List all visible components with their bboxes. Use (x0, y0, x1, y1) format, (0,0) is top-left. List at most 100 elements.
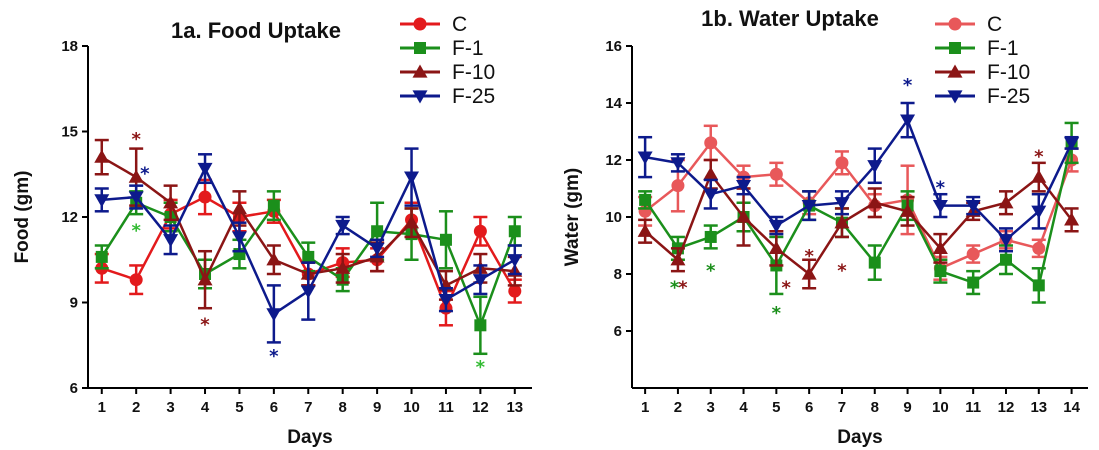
chart-1-data-point (300, 285, 316, 299)
chart-2-data-point (670, 252, 686, 266)
chart-2-data-point (834, 215, 850, 229)
chart-2-y-tick-label: 16 (605, 38, 622, 55)
chart-2-data-point (704, 230, 717, 243)
chart-2-y-tick-label: 6 (614, 323, 622, 340)
chart-1-x-tick-label: 7 (304, 399, 312, 416)
chart-2-legend-entry: C (935, 13, 1002, 36)
chart-2-data-point (900, 114, 916, 128)
chart-2-data-point (932, 199, 948, 214)
chart-1-y-tick-label: 12 (61, 209, 78, 226)
chart-2-data-point (768, 219, 784, 234)
chart-2-significance-star: * (1034, 146, 1044, 167)
chart-1-data-point (231, 231, 247, 245)
chart-2-data-point (736, 180, 752, 194)
chart-2-legend-label: C (987, 13, 1002, 36)
chart-1-y-tick-label: 6 (70, 380, 78, 397)
chart-2-series-C (638, 124, 1079, 281)
chart-2-significance-star: * (837, 260, 847, 281)
chart-2-legend-label: F-1 (987, 37, 1019, 60)
chart-2-data-point (801, 266, 817, 280)
chart-1-data-point (266, 252, 282, 266)
chart-1-data-point (198, 190, 212, 204)
chart-1-y-axis-label: Food (gm) (12, 171, 33, 264)
chart-2-title: 1b. Water Uptake (701, 6, 879, 31)
chart-1-x-tick-label: 2 (132, 399, 140, 416)
chart-1-data-point (302, 250, 315, 263)
chart-1-legend-entry: C (400, 13, 467, 36)
chart-1-data-point (508, 225, 521, 238)
chart-2-data-point (966, 247, 980, 261)
chart-2-data-point (1032, 279, 1045, 292)
chart-1-data-point (474, 319, 487, 332)
chart-2-x-tick-label: 14 (1063, 399, 1080, 416)
chart-2-significance-star: * (781, 277, 791, 298)
chart-1-data-point (266, 308, 282, 322)
chart-2-significance-star: * (706, 260, 716, 281)
chart-2-data-point (1032, 241, 1046, 255)
chart-2-data-point (1064, 137, 1080, 151)
chart-1-data-point (129, 273, 143, 287)
chart-1-data-point (473, 224, 487, 238)
chart-1-y-tick-label: 15 (61, 124, 78, 141)
chart-2-x-tick-label: 7 (838, 399, 846, 416)
chart-1-data-point (508, 284, 522, 298)
chart-2-x-tick-label: 1 (641, 399, 649, 416)
chart-1-data-point (233, 248, 246, 261)
chart-1-data-point (267, 199, 280, 212)
chart-1-data-point (163, 234, 179, 248)
chart-1-data-point (197, 162, 213, 177)
chart-2-legend-label: F-25 (987, 85, 1030, 108)
chart-2-legend-marker (947, 90, 963, 104)
chart-1-y-tick-label: 9 (70, 295, 78, 312)
chart-2-data-point (704, 136, 718, 150)
chart-2-x-tick-label: 13 (1030, 399, 1047, 416)
chart-1-legend-label: F-25 (452, 85, 495, 108)
chart-2-y-axis-label: Water (gm) (562, 168, 583, 267)
chart-2-y-tick-label: 14 (605, 95, 622, 112)
chart-2-data-point (998, 234, 1014, 248)
chart-2-data-point (703, 188, 719, 202)
chart-2-legend-marker (947, 64, 963, 78)
chart-1-legend-label: F-1 (452, 37, 484, 60)
chart-2-data-point (1031, 169, 1047, 183)
chart-1-data-point (197, 272, 213, 286)
chart-1-x-tick-label: 3 (166, 399, 174, 416)
chart-1-x-tick-label: 8 (339, 399, 347, 416)
chart-1-data-point (404, 171, 420, 185)
chart-2-legend-label: F-10 (987, 61, 1030, 84)
chart-1-data-point (94, 149, 110, 163)
chart-1-legend-entry: F-25 (400, 85, 495, 108)
chart-2-significance-star: * (936, 178, 946, 199)
chart-1-x-tick-label: 9 (373, 399, 381, 416)
chart-2-data-point (867, 160, 883, 174)
chart-2-data-point (867, 195, 883, 209)
chart-1-data-point (231, 200, 247, 215)
chart-2-data-point (768, 240, 784, 254)
chart-1-series-F-25 (94, 147, 523, 344)
chart-2-data-point (965, 199, 981, 214)
chart-2-series-F-10 (637, 158, 1080, 290)
chart-1-significance-star: * (269, 346, 279, 367)
chart-2-x-tick-label: 10 (932, 399, 949, 416)
chart-2-x-tick-label: 11 (965, 399, 981, 416)
chart-1-significance-star: * (476, 357, 486, 378)
chart-1-legend-entry: F-10 (400, 61, 495, 84)
chart-2-x-tick-label: 8 (871, 399, 879, 416)
chart-2-data-point (932, 240, 948, 254)
chart-1-data-point (94, 194, 110, 208)
chart-2-data-point (639, 193, 652, 206)
chart-1-legend-marker (414, 42, 426, 54)
chart-2-data-point (769, 167, 783, 181)
chart-1-data-point (369, 242, 385, 256)
chart-2-data-point (835, 156, 849, 170)
chart-1-x-tick-label: 12 (472, 399, 489, 416)
chart-2-legend-entry: F-25 (935, 85, 1030, 108)
chart-2-x-tick-label: 12 (998, 399, 1015, 416)
chart-2-data-point (670, 157, 686, 171)
chart-1-x-tick-label: 4 (201, 399, 210, 416)
chart-1-data-point (128, 191, 144, 205)
chart-2-significance-star: * (772, 303, 782, 324)
chart-1-data-point (507, 254, 523, 268)
